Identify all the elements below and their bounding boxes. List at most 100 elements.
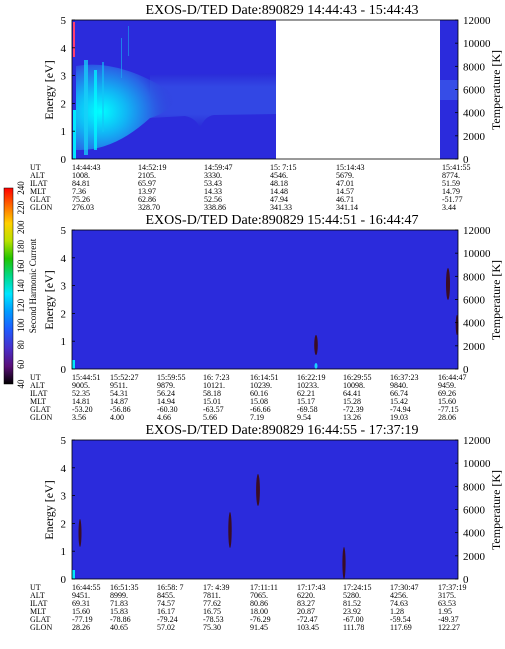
orbit-value: 341.33 [270, 203, 292, 212]
colorbar-tick-label: 180 [16, 240, 26, 254]
panel-1: EXOS-D/TED Date:890829 14:44:43 - 15:44:… [30, 3, 503, 212]
orbit-value: 8774. [442, 171, 460, 180]
energy-tick-label: 3 [61, 281, 67, 293]
temperature-tick-label: 4000 [463, 318, 486, 330]
orbit-value: 19.03 [390, 413, 408, 422]
energy-tick-label: 2 [61, 98, 67, 110]
panel-2-burst-1 [314, 335, 318, 355]
orbit-value: 17:30:47 [390, 583, 418, 592]
orbit-value: 14.57 [336, 187, 354, 196]
orbit-value: 14.33 [204, 187, 222, 196]
orbit-value: 15:59:55 [157, 373, 185, 382]
colorbar-tick-label: 160 [16, 259, 26, 273]
panel-3-burst-2 [228, 512, 232, 548]
orbit-value: 14.94 [157, 397, 175, 406]
panel-3-orbit-table: UTALTILATMLTGLATGLON16:44:559451.69.3115… [30, 583, 466, 632]
orbit-value: 16:44:55 [72, 583, 100, 592]
temperature-tick-label: 8000 [463, 481, 486, 493]
orbit-value: -53.20 [72, 405, 93, 414]
orbit-value: 13.97 [138, 187, 156, 196]
panel-2-orbit-table: UTALTILATMLTGLATGLON15:44:519005.52.3514… [30, 373, 466, 422]
panel-3-right-ticks: 0 2000 4000 6000 8000 10000 12000 [455, 435, 491, 586]
temperature-tick-label: 6000 [463, 295, 486, 307]
orbit-value: 1.95 [438, 607, 452, 616]
orbit-value: 117.69 [390, 623, 412, 632]
orbit-value: 7811. [203, 591, 221, 600]
orbit-value: 14.79 [442, 187, 460, 196]
orbit-value: 15:14:43 [336, 163, 364, 172]
temperature-tick-label: 12000 [463, 435, 491, 447]
panel-3-title: EXOS-D/TED Date:890829 16:44:55 - 17:37:… [146, 423, 419, 438]
temperature-tick-label: 2000 [463, 551, 486, 563]
colorbar-tick-label: 200 [16, 220, 26, 234]
orbit-value: 1008. [72, 171, 90, 180]
orbit-value: 46.71 [336, 195, 354, 204]
energy-tick-label: 5 [61, 225, 67, 237]
orbit-value: -66.66 [250, 405, 271, 414]
panel-3-left-edge [72, 570, 75, 579]
orbit-value: 16:14:51 [250, 373, 278, 382]
orbit-value: 17:17:43 [297, 583, 325, 592]
orbit-row-label: MLT [30, 397, 46, 406]
energy-tick-label: 3 [61, 491, 67, 503]
orbit-value: 10233. [297, 381, 319, 390]
orbit-value: 84.81 [72, 179, 90, 188]
orbit-row-label: GLAT [30, 615, 51, 624]
energy-tick-label: 1 [61, 546, 67, 558]
panel-2-burst-1-core [314, 363, 318, 369]
orbit-value: -72.39 [343, 405, 364, 414]
orbit-value: 122.27 [438, 623, 460, 632]
panel-2-left-ticks: 0 1 2 3 4 5 [61, 225, 75, 376]
orbit-value: 28.26 [72, 623, 90, 632]
orbit-value: 52.35 [72, 389, 90, 398]
panel-2-left-edge [72, 360, 75, 369]
orbit-value: 9840. [390, 381, 408, 390]
orbit-value: 16:29:55 [343, 373, 371, 382]
temperature-tick-label: 6000 [463, 505, 486, 517]
orbit-value: 77.62 [203, 599, 221, 608]
panel-1-enhanced-band [150, 73, 276, 128]
orbit-value: 16.17 [157, 607, 175, 616]
orbit-value: 17:37:19 [438, 583, 466, 592]
orbit-value: 4546. [270, 171, 288, 180]
orbit-value: 103.45 [297, 623, 319, 632]
orbit-value: 65.97 [138, 179, 156, 188]
orbit-value: 4.00 [110, 413, 124, 422]
orbit-value: 15.60 [438, 397, 456, 406]
orbit-value: 276.03 [72, 203, 94, 212]
orbit-row-label: ALT [30, 381, 45, 390]
orbit-value: 75.30 [203, 623, 221, 632]
temperature-tick-label: 10000 [463, 458, 491, 470]
orbit-row-label: GLAT [30, 405, 51, 414]
panel-1-left-edge-cyan [73, 110, 76, 159]
orbit-value: 338.86 [204, 203, 226, 212]
orbit-row-label: UT [30, 163, 41, 172]
panel-2-burst-2 [446, 268, 450, 300]
orbit-value: 8999. [110, 591, 128, 600]
energy-tick-label: 0 [61, 574, 67, 586]
orbit-value: 15.17 [297, 397, 315, 406]
orbit-row-label: ILAT [30, 179, 47, 188]
orbit-value: -76.29 [250, 615, 271, 624]
orbit-value: 15.01 [203, 397, 221, 406]
panel-1-streak-1 [84, 60, 88, 155]
temperature-tick-label: 6000 [463, 85, 486, 97]
orbit-value: -51.77 [442, 195, 463, 204]
orbit-value: 14.81 [72, 397, 90, 406]
orbit-value: -77.19 [72, 615, 93, 624]
orbit-value: 15.28 [343, 397, 361, 406]
orbit-value: 14:44:43 [72, 163, 100, 172]
energy-tick-label: 1 [61, 126, 67, 138]
orbit-value: 16: 7:23 [203, 373, 229, 382]
orbit-value: 17:11:11 [250, 583, 278, 592]
orbit-row-label: ALT [30, 591, 45, 600]
colorbar-tick-label: 80 [16, 340, 26, 350]
orbit-value: -78.86 [110, 615, 131, 624]
colorbar: Second Harmonic Current 40 60 80 100 120 140 1… [3, 181, 38, 389]
orbit-row-label: UT [30, 583, 41, 592]
orbit-value: 71.83 [110, 599, 128, 608]
orbit-value: -56.86 [110, 405, 131, 414]
orbit-value: 13.26 [343, 413, 361, 422]
orbit-value: 80.86 [250, 599, 268, 608]
orbit-value: 7.19 [250, 413, 264, 422]
